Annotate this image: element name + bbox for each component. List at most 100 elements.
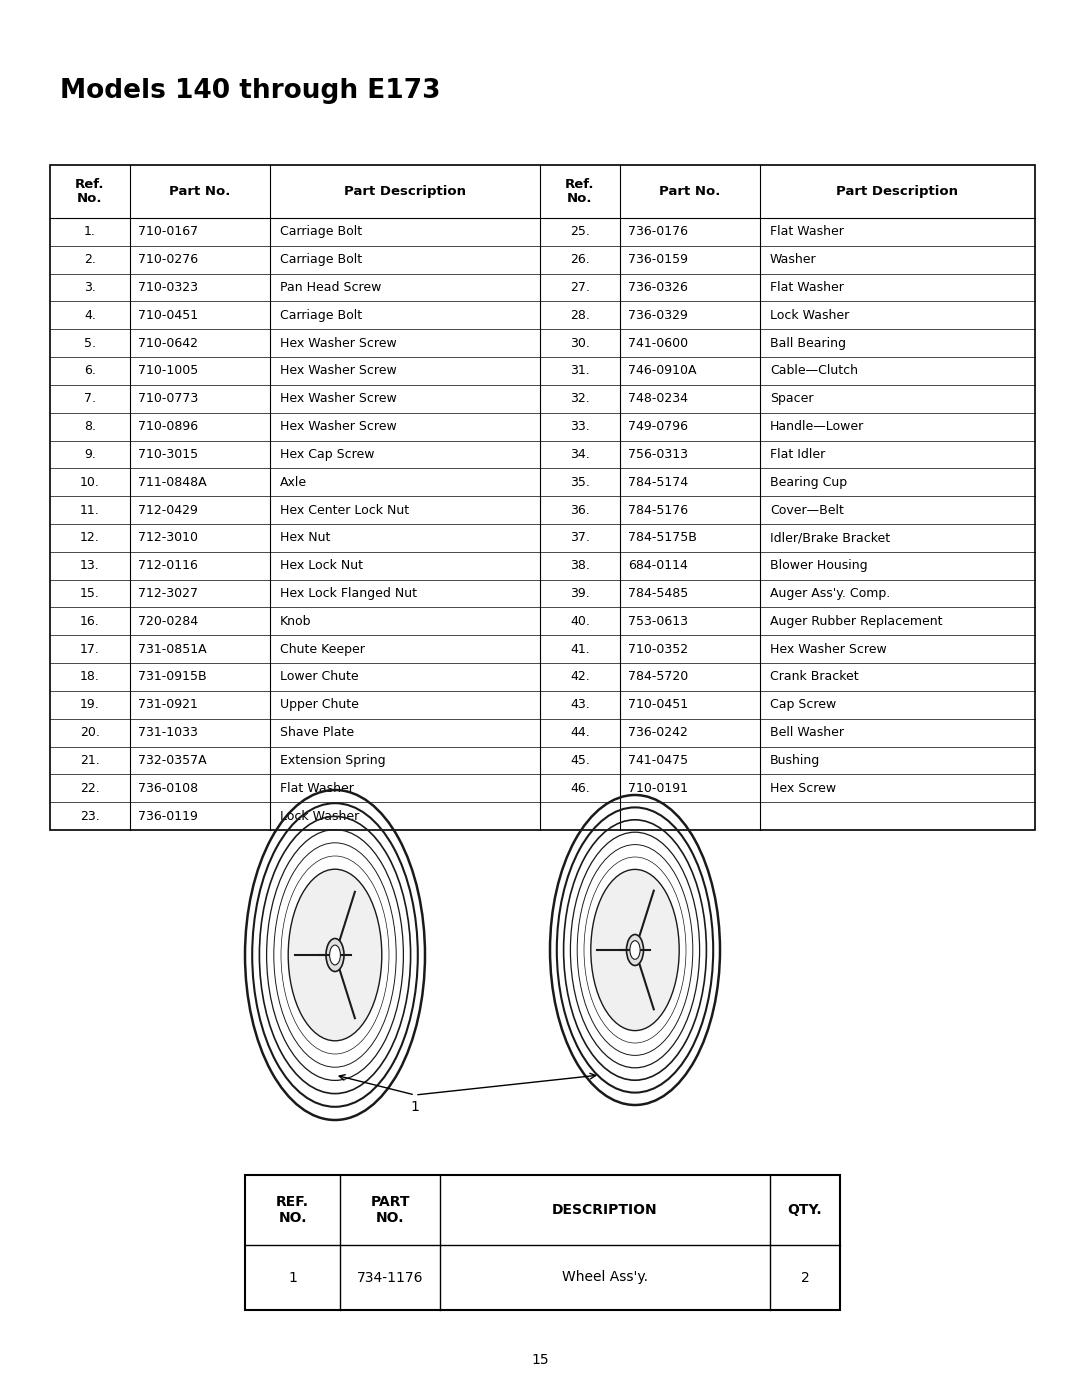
Text: 736-0159: 736-0159	[627, 253, 688, 267]
Text: 741-0600: 741-0600	[627, 337, 688, 349]
Text: Hex Washer Screw: Hex Washer Screw	[280, 337, 396, 349]
Text: Pan Head Screw: Pan Head Screw	[280, 281, 381, 293]
Text: Axle: Axle	[280, 476, 307, 489]
Text: 736-0326: 736-0326	[627, 281, 688, 293]
Text: Bearing Cup: Bearing Cup	[770, 476, 847, 489]
Text: 710-1005: 710-1005	[138, 365, 199, 377]
Text: Carriage Bolt: Carriage Bolt	[280, 225, 362, 239]
Text: Bushing: Bushing	[770, 754, 820, 767]
Text: Lock Washer: Lock Washer	[280, 810, 360, 823]
Ellipse shape	[626, 935, 644, 965]
Text: PART
NO.: PART NO.	[370, 1194, 409, 1225]
Text: Auger Ass'y. Comp.: Auger Ass'y. Comp.	[770, 587, 890, 601]
Text: 4.: 4.	[84, 309, 96, 321]
Text: 36.: 36.	[570, 503, 590, 517]
Text: 37.: 37.	[570, 531, 590, 545]
Text: 45.: 45.	[570, 754, 590, 767]
Text: Hex Lock Flanged Nut: Hex Lock Flanged Nut	[280, 587, 417, 601]
Text: Extension Spring: Extension Spring	[280, 754, 386, 767]
Text: 40.: 40.	[570, 615, 590, 627]
Text: Shave Plate: Shave Plate	[280, 726, 354, 739]
Text: 23.: 23.	[80, 810, 99, 823]
Text: 784-5176: 784-5176	[627, 503, 688, 517]
Text: Cap Screw: Cap Screw	[770, 698, 836, 711]
Text: Hex Cap Screw: Hex Cap Screw	[280, 448, 375, 461]
Text: 1: 1	[410, 1099, 419, 1113]
Text: 731-1033: 731-1033	[138, 726, 198, 739]
Text: 20.: 20.	[80, 726, 100, 739]
Text: 18.: 18.	[80, 671, 100, 683]
Text: 35.: 35.	[570, 476, 590, 489]
Text: Hex Lock Nut: Hex Lock Nut	[280, 559, 363, 573]
Text: Crank Bracket: Crank Bracket	[770, 671, 859, 683]
Text: 39.: 39.	[570, 587, 590, 601]
Text: 710-0642: 710-0642	[138, 337, 198, 349]
Text: 15: 15	[531, 1354, 549, 1368]
Bar	[50, 165, 1035, 830]
Text: REF.
NO.: REF. NO.	[276, 1194, 309, 1225]
Text: 731-0921: 731-0921	[138, 698, 198, 711]
Text: Hex Washer Screw: Hex Washer Screw	[280, 393, 396, 405]
Text: Part No.: Part No.	[170, 184, 231, 198]
Text: Flat Washer: Flat Washer	[280, 782, 354, 795]
Text: 736-0119: 736-0119	[138, 810, 198, 823]
Text: 9.: 9.	[84, 448, 96, 461]
Text: 736-0329: 736-0329	[627, 309, 688, 321]
Text: 710-3015: 710-3015	[138, 448, 198, 461]
Text: 749-0796: 749-0796	[627, 420, 688, 433]
Text: 710-0167: 710-0167	[138, 225, 198, 239]
Text: Carriage Bolt: Carriage Bolt	[280, 253, 362, 267]
Text: 732-0357A: 732-0357A	[138, 754, 206, 767]
Text: 12.: 12.	[80, 531, 99, 545]
Text: 46.: 46.	[570, 782, 590, 795]
Text: 5.: 5.	[84, 337, 96, 349]
Text: 710-0191: 710-0191	[627, 782, 688, 795]
Text: 731-0915B: 731-0915B	[138, 671, 206, 683]
Text: 753-0613: 753-0613	[627, 615, 688, 627]
Text: Hex Washer Screw: Hex Washer Screw	[280, 365, 396, 377]
Ellipse shape	[288, 869, 382, 1041]
Text: 8.: 8.	[84, 420, 96, 433]
Text: DESCRIPTION: DESCRIPTION	[552, 1203, 658, 1217]
Text: 712-3010: 712-3010	[138, 531, 198, 545]
Text: 30.: 30.	[570, 337, 590, 349]
Ellipse shape	[630, 940, 640, 960]
Text: 710-0352: 710-0352	[627, 643, 688, 655]
Text: Part No.: Part No.	[659, 184, 720, 198]
Text: 710-0451: 710-0451	[138, 309, 198, 321]
Text: 41.: 41.	[570, 643, 590, 655]
Text: 33.: 33.	[570, 420, 590, 433]
Text: Hex Washer Screw: Hex Washer Screw	[770, 643, 887, 655]
Text: 712-0429: 712-0429	[138, 503, 198, 517]
Text: 6.: 6.	[84, 365, 96, 377]
Text: 26.: 26.	[570, 253, 590, 267]
Text: 710-0451: 710-0451	[627, 698, 688, 711]
Text: 43.: 43.	[570, 698, 590, 711]
Text: Lock Washer: Lock Washer	[770, 309, 849, 321]
Ellipse shape	[591, 869, 679, 1031]
Text: 731-0851A: 731-0851A	[138, 643, 206, 655]
Text: Lower Chute: Lower Chute	[280, 671, 359, 683]
Text: 1.: 1.	[84, 225, 96, 239]
Text: 2.: 2.	[84, 253, 96, 267]
Text: Hex Washer Screw: Hex Washer Screw	[280, 420, 396, 433]
Text: 710-0896: 710-0896	[138, 420, 198, 433]
Text: Hex Center Lock Nut: Hex Center Lock Nut	[280, 503, 409, 517]
Text: Cover—Belt: Cover—Belt	[770, 503, 843, 517]
Text: 684-0114: 684-0114	[627, 559, 688, 573]
Text: Upper Chute: Upper Chute	[280, 698, 359, 711]
Text: Ball Bearing: Ball Bearing	[770, 337, 846, 349]
Text: 710-0276: 710-0276	[138, 253, 198, 267]
Text: Models 140 through E173: Models 140 through E173	[60, 78, 441, 103]
Text: Idler/Brake Bracket: Idler/Brake Bracket	[770, 531, 890, 545]
Text: 16.: 16.	[80, 615, 99, 627]
Text: 31.: 31.	[570, 365, 590, 377]
Text: 710-0323: 710-0323	[138, 281, 198, 293]
Text: 13.: 13.	[80, 559, 99, 573]
Ellipse shape	[326, 939, 345, 971]
Text: QTY.: QTY.	[787, 1203, 822, 1217]
Text: Blower Housing: Blower Housing	[770, 559, 867, 573]
Text: 746-0910A: 746-0910A	[627, 365, 697, 377]
Text: Flat Washer: Flat Washer	[770, 281, 843, 293]
Text: 748-0234: 748-0234	[627, 393, 688, 405]
